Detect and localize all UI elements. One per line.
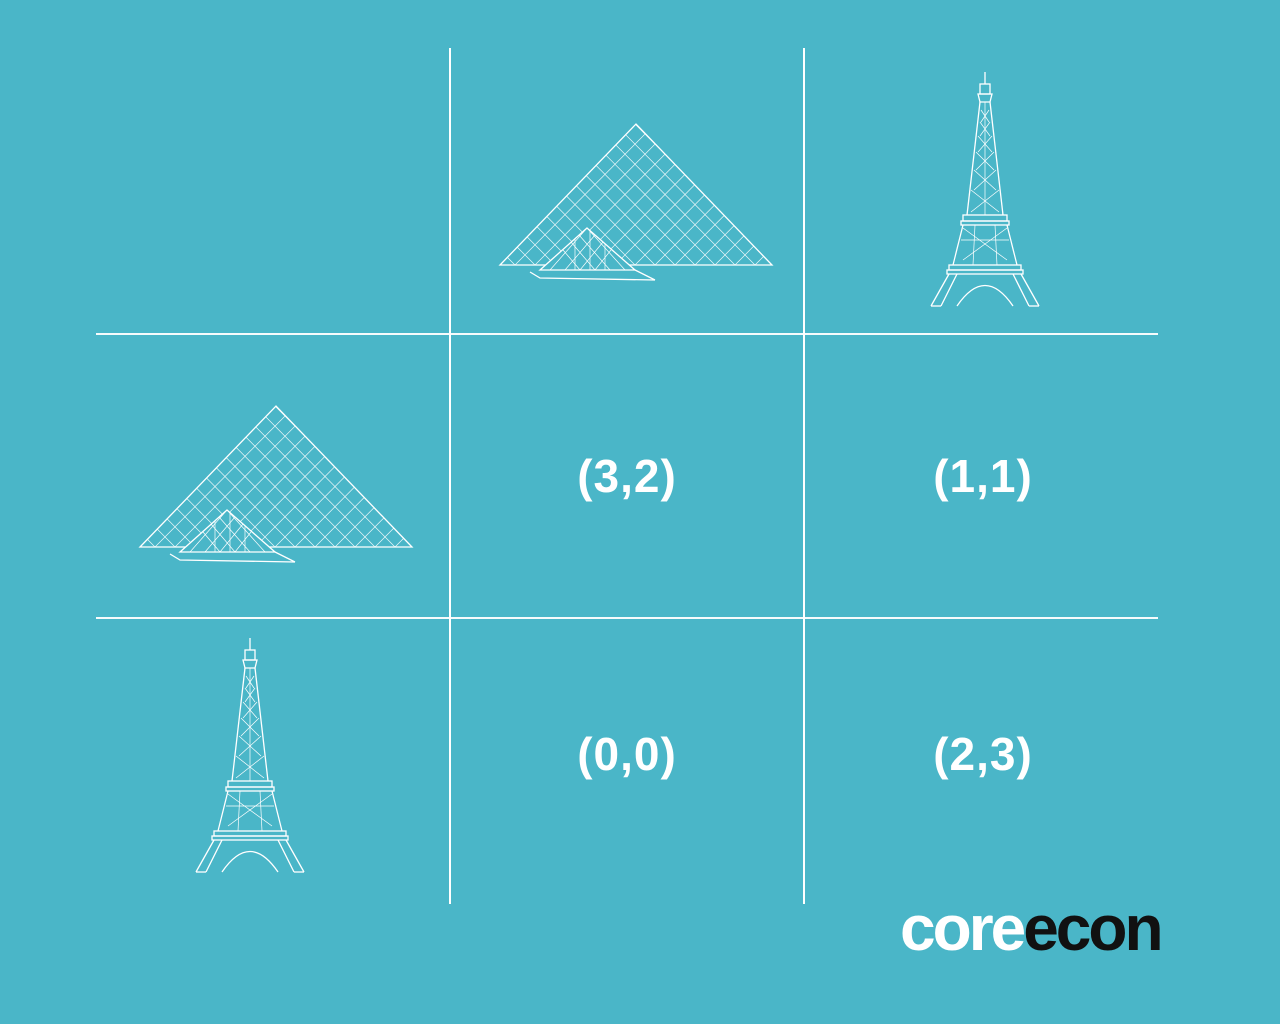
payoff-cell-eiffel-louvre: (0,0) (451, 619, 803, 889)
louvre-pyramid-icon (498, 123, 774, 281)
eiffel-tower-icon (195, 638, 305, 873)
logo-econ-text: econ (1023, 892, 1163, 964)
payoff-value: (1,1) (933, 450, 1033, 502)
payoff-cell-louvre-louvre: (3,2) (451, 335, 803, 617)
payoff-value: (2,3) (933, 728, 1033, 780)
eiffel-tower-icon (930, 72, 1040, 307)
payoff-cell-louvre-eiffel: (1,1) (805, 335, 1161, 617)
coreecon-logo: coreecon (900, 896, 1164, 960)
payoff-cell-eiffel-eiffel: (2,3) (805, 619, 1161, 889)
logo-core-text: core (900, 892, 1026, 964)
grid-line-middle (96, 617, 1158, 619)
grid-line-right (803, 48, 805, 904)
grid-line-top (96, 333, 1158, 335)
grid-line-left (449, 48, 451, 904)
louvre-pyramid-icon (138, 405, 414, 563)
payoff-value: (0,0) (577, 728, 677, 780)
payoff-value: (3,2) (577, 450, 677, 502)
